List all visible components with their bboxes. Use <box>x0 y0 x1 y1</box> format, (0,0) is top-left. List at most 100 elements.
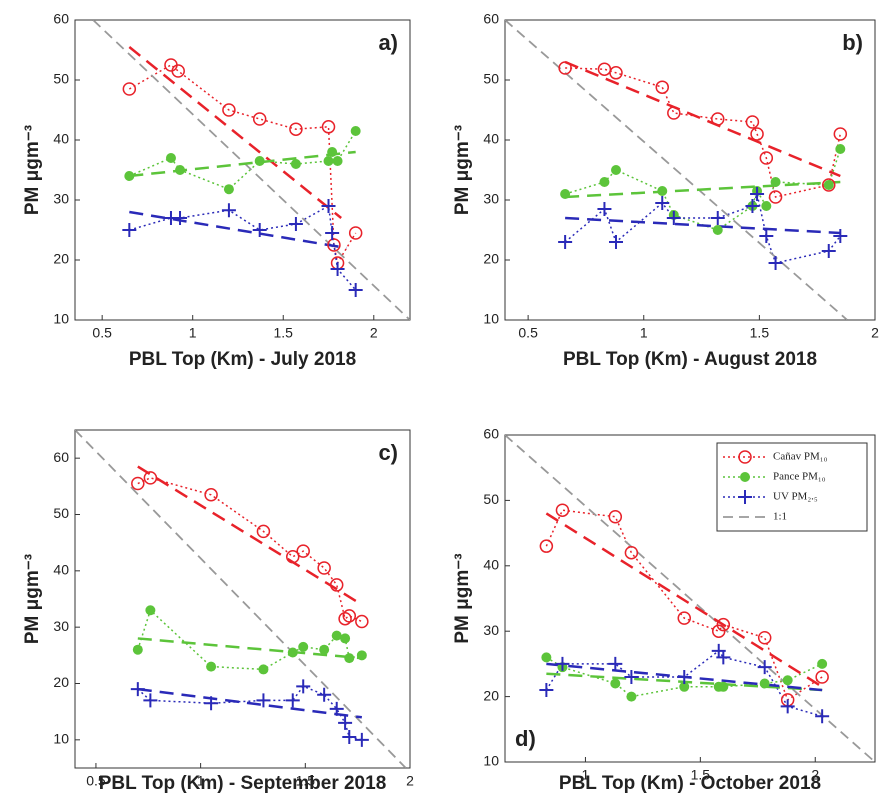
marker-dot <box>340 633 351 644</box>
y-tick-label: 20 <box>483 251 499 267</box>
marker-plus <box>716 650 731 665</box>
series-line <box>545 509 823 702</box>
marker-plus <box>539 683 554 698</box>
fit-line <box>565 216 841 235</box>
x-tick-label: 0.5 <box>86 773 106 789</box>
x-tick-label: 2 <box>871 325 879 341</box>
marker-dot <box>332 156 343 166</box>
marker-circle <box>677 611 692 625</box>
series-line <box>137 608 363 671</box>
marker-plus <box>821 244 836 258</box>
marker-circle <box>296 544 310 558</box>
plot-content <box>505 20 848 320</box>
y-tick-label: 10 <box>483 311 499 327</box>
marker-plus <box>143 693 158 708</box>
marker-circle <box>822 178 836 192</box>
marker-dot <box>327 147 338 157</box>
panel-label: c) <box>378 440 398 465</box>
series-line <box>565 67 842 198</box>
marker-plus <box>750 187 765 201</box>
x-tick-label: 2 <box>811 767 819 783</box>
x-tick-label: 0.5 <box>518 325 538 341</box>
marker-circle <box>624 545 639 560</box>
marker-dot <box>712 225 723 235</box>
marker-dot <box>718 681 729 692</box>
legend: Cañav PM₁₀ Pance PM₁₀ UV PM₂.₅ 1:1 <box>716 442 868 532</box>
marker-dot <box>759 678 770 689</box>
y-tick-label: 40 <box>53 562 69 578</box>
marker-plus <box>745 199 760 213</box>
panel-label: b) <box>842 30 863 55</box>
y-tick-label: 10 <box>53 311 69 327</box>
marker-plus <box>666 211 681 225</box>
marker-plus <box>609 235 623 249</box>
marker-circle <box>738 450 752 464</box>
reference-line <box>92 20 410 320</box>
marker-plus <box>338 715 353 730</box>
marker-circle <box>355 614 369 629</box>
marker-plus <box>256 693 271 708</box>
marker-circle <box>329 578 344 592</box>
x-tick-label: 1.5 <box>750 325 770 341</box>
legend-label: Cañav PM₁₀ <box>773 451 828 463</box>
marker-plus <box>342 730 357 745</box>
marker-dot <box>761 201 772 211</box>
x-tick-label: 2 <box>406 773 414 789</box>
y-tick-label: 50 <box>483 71 499 87</box>
y-tick-label: 60 <box>483 426 499 442</box>
plot-content <box>92 20 410 320</box>
marker-circle <box>555 503 570 517</box>
marker-plus <box>624 669 639 684</box>
fit-line <box>129 210 347 250</box>
x-tick-label: 1.5 <box>691 767 711 783</box>
marker-circle <box>131 476 145 491</box>
legend-label: Pance PM₁₀ <box>773 471 826 483</box>
marker-plus <box>710 211 725 225</box>
marker-circle <box>759 151 774 165</box>
y-tick-label: 10 <box>483 753 499 769</box>
marker-circle <box>204 488 218 502</box>
y-tick-label: 60 <box>53 11 69 27</box>
y-axis-label: PM μgm⁻³ <box>452 125 473 215</box>
marker-plus <box>558 235 573 249</box>
marker-circle <box>342 609 357 623</box>
marker-circle <box>222 103 236 117</box>
marker-dot <box>124 171 135 181</box>
marker-dot <box>770 177 781 187</box>
marker-plus <box>288 217 303 231</box>
marker-plus <box>655 196 670 210</box>
marker-dot <box>319 644 330 655</box>
marker-circle <box>558 61 572 75</box>
fit-line <box>128 46 342 219</box>
marker-circle <box>745 115 760 129</box>
marker-circle <box>716 617 731 632</box>
y-tick-label: 40 <box>483 557 499 573</box>
y-tick-label: 20 <box>53 674 69 690</box>
y-tick-label: 40 <box>483 131 499 147</box>
marker-plus <box>321 199 336 213</box>
marker-circle <box>321 120 336 134</box>
x-tick-label: 2 <box>370 325 378 341</box>
marker-plus <box>329 701 344 716</box>
marker-dot <box>823 180 834 190</box>
marker-dot <box>145 605 156 616</box>
y-tick-label: 20 <box>53 251 69 267</box>
marker-plus <box>130 682 145 697</box>
marker-circle <box>750 127 764 141</box>
y-tick-label: 50 <box>53 505 69 521</box>
marker-circle <box>289 122 303 136</box>
x-axis-label: PBL Top (Km) - September 2018 <box>99 773 387 794</box>
marker-circle <box>256 524 271 539</box>
marker-plus <box>608 656 623 671</box>
y-tick-label: 30 <box>53 191 69 207</box>
marker-plus <box>780 699 795 714</box>
marker-plus <box>317 687 332 702</box>
marker-dot <box>817 658 828 669</box>
marker-dot <box>740 472 750 482</box>
marker-dot <box>611 165 621 175</box>
marker-circle <box>171 64 185 78</box>
y-tick-label: 10 <box>53 731 69 747</box>
marker-dot <box>206 661 217 672</box>
panel-label: d) <box>515 726 536 751</box>
